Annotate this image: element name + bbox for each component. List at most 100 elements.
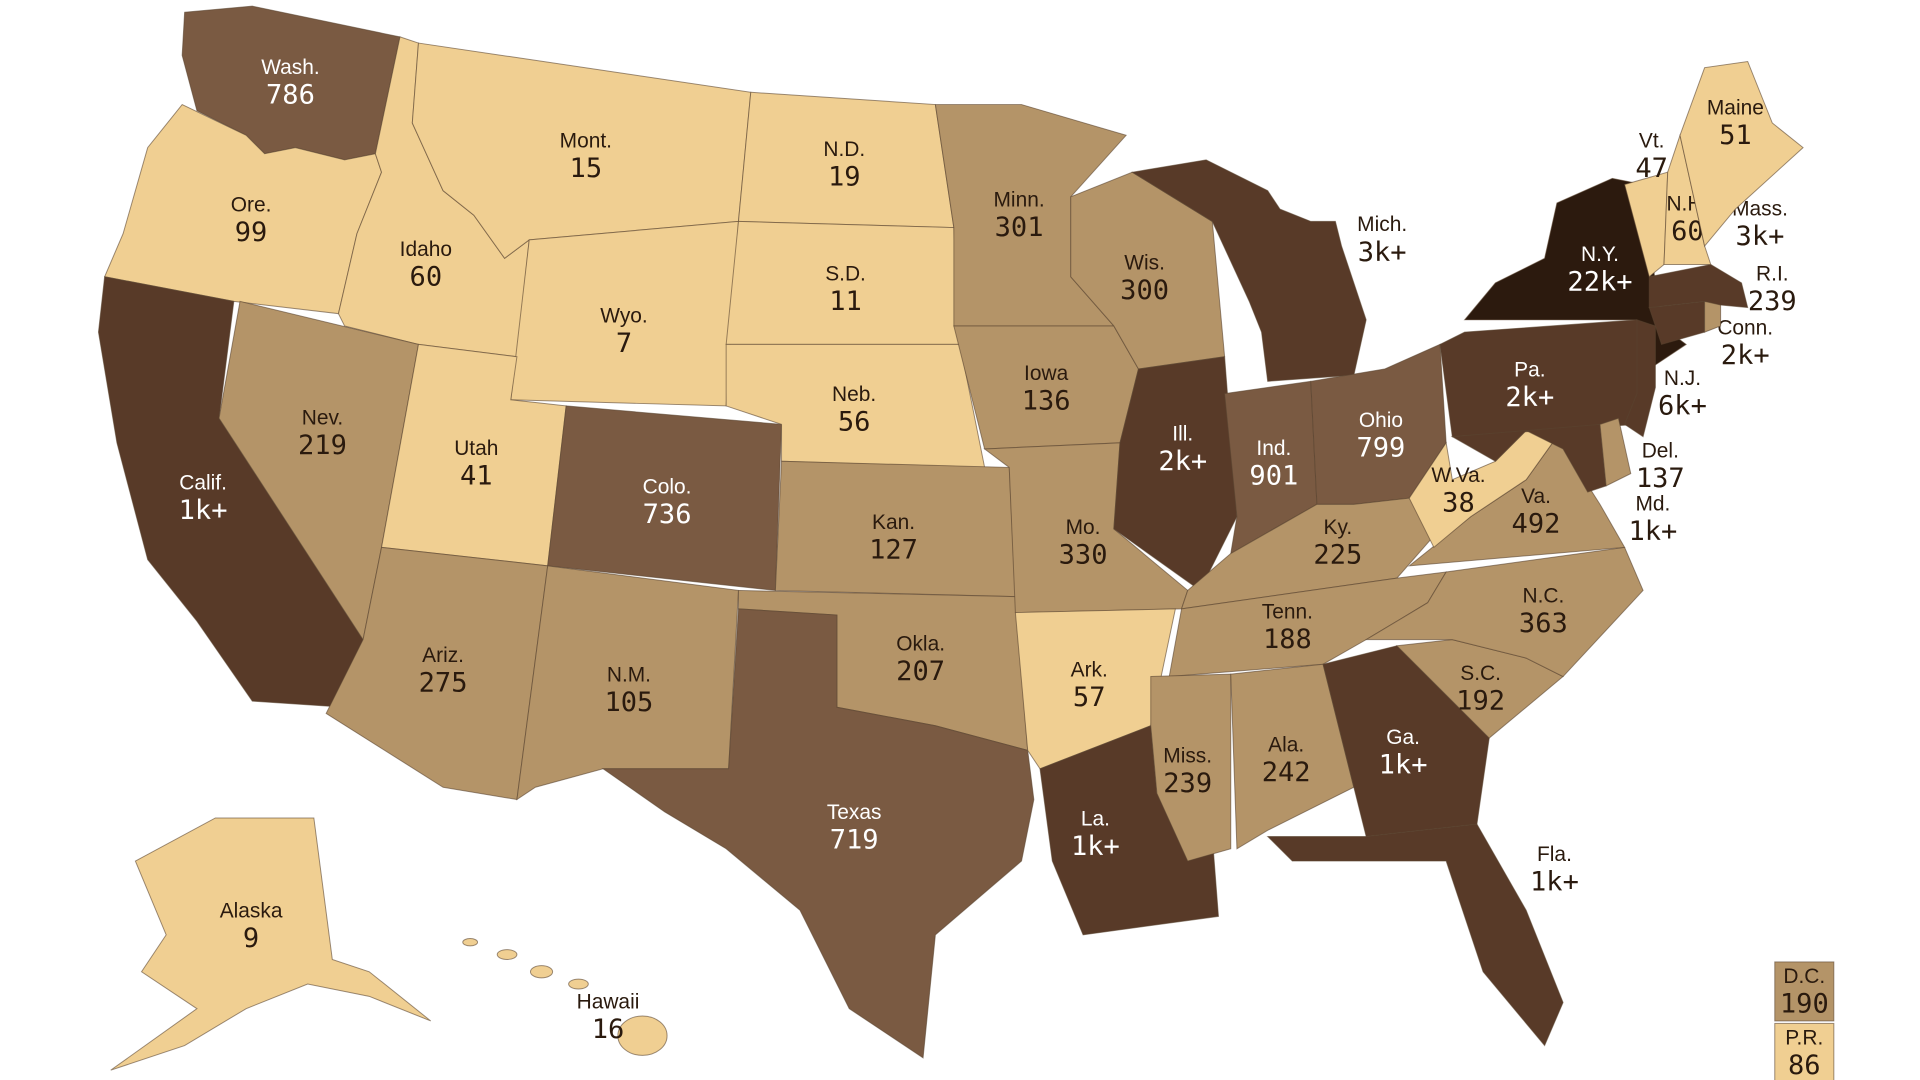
- state: Minn.301: [934, 104, 1128, 327]
- state-name: Iowa: [1024, 362, 1069, 385]
- state-shape: [1774, 961, 1835, 1022]
- state-shape: [1130, 159, 1367, 382]
- state: N.D.19: [737, 91, 955, 229]
- state-value: 105: [604, 687, 653, 718]
- state-name: S.D.: [825, 262, 866, 285]
- state: Conn.2k+: [1648, 300, 1773, 371]
- state-shape: [97, 276, 364, 708]
- state-value: 242: [1262, 757, 1311, 788]
- state-value: 16: [592, 1014, 625, 1045]
- state-value: 219: [298, 430, 347, 461]
- state-name: W.Va.: [1431, 464, 1485, 487]
- state-name: N.M.: [607, 663, 651, 686]
- state-name: Minn.: [994, 189, 1045, 212]
- state-value: 719: [830, 825, 879, 856]
- state-value: 56: [838, 407, 871, 438]
- state: P.R.86: [1774, 1022, 1835, 1080]
- state: La.1k+: [1039, 725, 1219, 936]
- state-name: Ill.: [1172, 422, 1193, 445]
- state-name: Ind.: [1256, 437, 1291, 460]
- state-value: 47: [1635, 153, 1668, 184]
- state-name: Miss.: [1163, 745, 1212, 768]
- state-shape: [110, 817, 432, 1071]
- state-name: N.D.: [823, 138, 865, 161]
- state-name: Ark.: [1071, 659, 1108, 682]
- state-value: 239: [1163, 768, 1212, 799]
- state-name: Fla.: [1537, 843, 1572, 866]
- state-value: 275: [419, 667, 468, 698]
- state-value: 137: [1636, 463, 1685, 494]
- state-value: 136: [1022, 386, 1071, 417]
- state-value: 57: [1073, 682, 1106, 713]
- state-name: S.C.: [1460, 662, 1501, 685]
- state-value: 3k+: [1358, 237, 1407, 268]
- state-value: 19: [828, 162, 861, 193]
- state: Ala.242: [1230, 663, 1355, 850]
- state-name: Ky.: [1324, 516, 1353, 539]
- state-name: Wash.: [261, 56, 320, 79]
- state-value: 225: [1313, 539, 1362, 570]
- state-value: 41: [460, 461, 493, 492]
- state-name: La.: [1081, 807, 1110, 830]
- state-name: N.C.: [1522, 585, 1564, 608]
- state-value: 192: [1456, 686, 1505, 717]
- state-value: 38: [1442, 488, 1475, 519]
- state: Md.1k+: [1450, 423, 1677, 547]
- state-name: Colo.: [643, 475, 692, 498]
- state-value: 3k+: [1736, 221, 1785, 252]
- state-name: D.C.: [1783, 965, 1825, 988]
- state: W.Va.38: [1408, 429, 1558, 549]
- state-value: 9: [243, 923, 259, 954]
- state-name: N.J.: [1664, 367, 1701, 390]
- state: S.D.11: [725, 220, 961, 345]
- state-name: Ariz.: [422, 644, 464, 667]
- state: Kan.127: [774, 460, 1016, 598]
- state: N.Y.22k+: [1463, 177, 1688, 370]
- state-value: 301: [995, 212, 1044, 243]
- state-name: Va.: [1521, 485, 1551, 508]
- state-shape: [1679, 60, 1804, 248]
- state-name: Ore.: [231, 194, 272, 217]
- state-name: Idaho: [400, 238, 452, 261]
- state-shape: [568, 978, 589, 990]
- state-value: 2k+: [1721, 340, 1770, 371]
- state: Colo.736: [547, 405, 783, 591]
- state: N.M.105: [516, 565, 739, 801]
- state-value: 1k+: [1071, 831, 1120, 862]
- state-shape: [1364, 546, 1644, 678]
- state: Fla.1k+: [1266, 823, 1579, 1047]
- state-value: 492: [1512, 509, 1561, 540]
- state-name: Okla.: [896, 633, 945, 656]
- state-name: Conn.: [1717, 317, 1773, 340]
- state: Ind.901: [1224, 380, 1318, 555]
- state-value: 2k+: [1158, 446, 1207, 477]
- state-value: 786: [266, 79, 315, 110]
- state-value: 11: [829, 286, 862, 317]
- state: Mont.15: [411, 42, 752, 260]
- state: R.I.239: [1704, 262, 1797, 333]
- state-value: 190: [1780, 988, 1829, 1019]
- state-value: 1k+: [179, 495, 228, 526]
- state: Pa.2k+: [1439, 319, 1650, 438]
- state-name: Utah: [454, 437, 498, 460]
- state-value: 300: [1120, 275, 1169, 306]
- state-name: Wyo.: [600, 304, 647, 327]
- state-name: Mo.: [1066, 516, 1101, 539]
- state-shape: [496, 949, 518, 960]
- state-value: 363: [1519, 608, 1568, 639]
- state-value: 51: [1719, 120, 1752, 151]
- state-name: Del.: [1642, 440, 1679, 463]
- state-value: 188: [1263, 624, 1312, 655]
- state-shape: [462, 938, 479, 947]
- state-value: 22k+: [1567, 266, 1632, 297]
- state-name: Ala.: [1268, 734, 1304, 757]
- state-value: 1k+: [1530, 867, 1579, 898]
- state: Calif.1k+: [97, 276, 364, 708]
- state-name: Ga.: [1386, 726, 1420, 749]
- state-shape: [617, 1015, 668, 1056]
